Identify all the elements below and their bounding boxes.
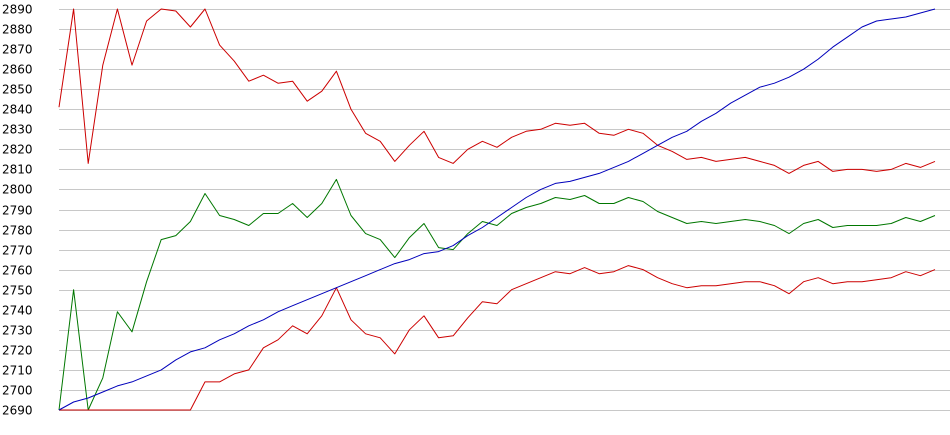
y-tick-label: 2840 [2, 103, 33, 117]
series-line-3 [59, 265, 936, 411]
y-tick-label: 2740 [2, 304, 33, 318]
data-series [58, 8, 936, 411]
y-tick-label: 2830 [2, 123, 33, 137]
series-line-2 [58, 178, 936, 411]
y-tick-label: 2860 [2, 63, 33, 77]
y-tick-label: 2720 [2, 344, 33, 358]
y-tick-label: 2690 [2, 404, 33, 418]
y-tick-label: 2880 [2, 23, 33, 37]
y-axis-tick-labels: 2690 2700 2710 2720 2730 2740 2750 2760 2770 2780… [2, 3, 33, 418]
y-tick-label: 2750 [2, 284, 33, 298]
y-tick-label: 2790 [2, 204, 33, 218]
y-tick-label: 2700 [2, 384, 33, 398]
gridlines [59, 9, 950, 411]
y-tick-label: 2710 [2, 364, 33, 378]
y-tick-label: 2810 [2, 163, 33, 177]
y-tick-label: 2770 [2, 244, 33, 258]
y-tick-label: 2760 [2, 264, 33, 278]
series-line-4 [58, 8, 936, 411]
y-tick-label: 2890 [2, 3, 33, 17]
y-tick-label: 2820 [2, 143, 33, 157]
y-tick-label: 2850 [2, 83, 33, 97]
series-line-1 [58, 8, 936, 174]
y-tick-label: 2730 [2, 324, 33, 338]
y-tick-label: 2800 [2, 183, 33, 197]
y-tick-label: 2870 [2, 43, 33, 57]
y-tick-label: 2780 [2, 224, 33, 238]
